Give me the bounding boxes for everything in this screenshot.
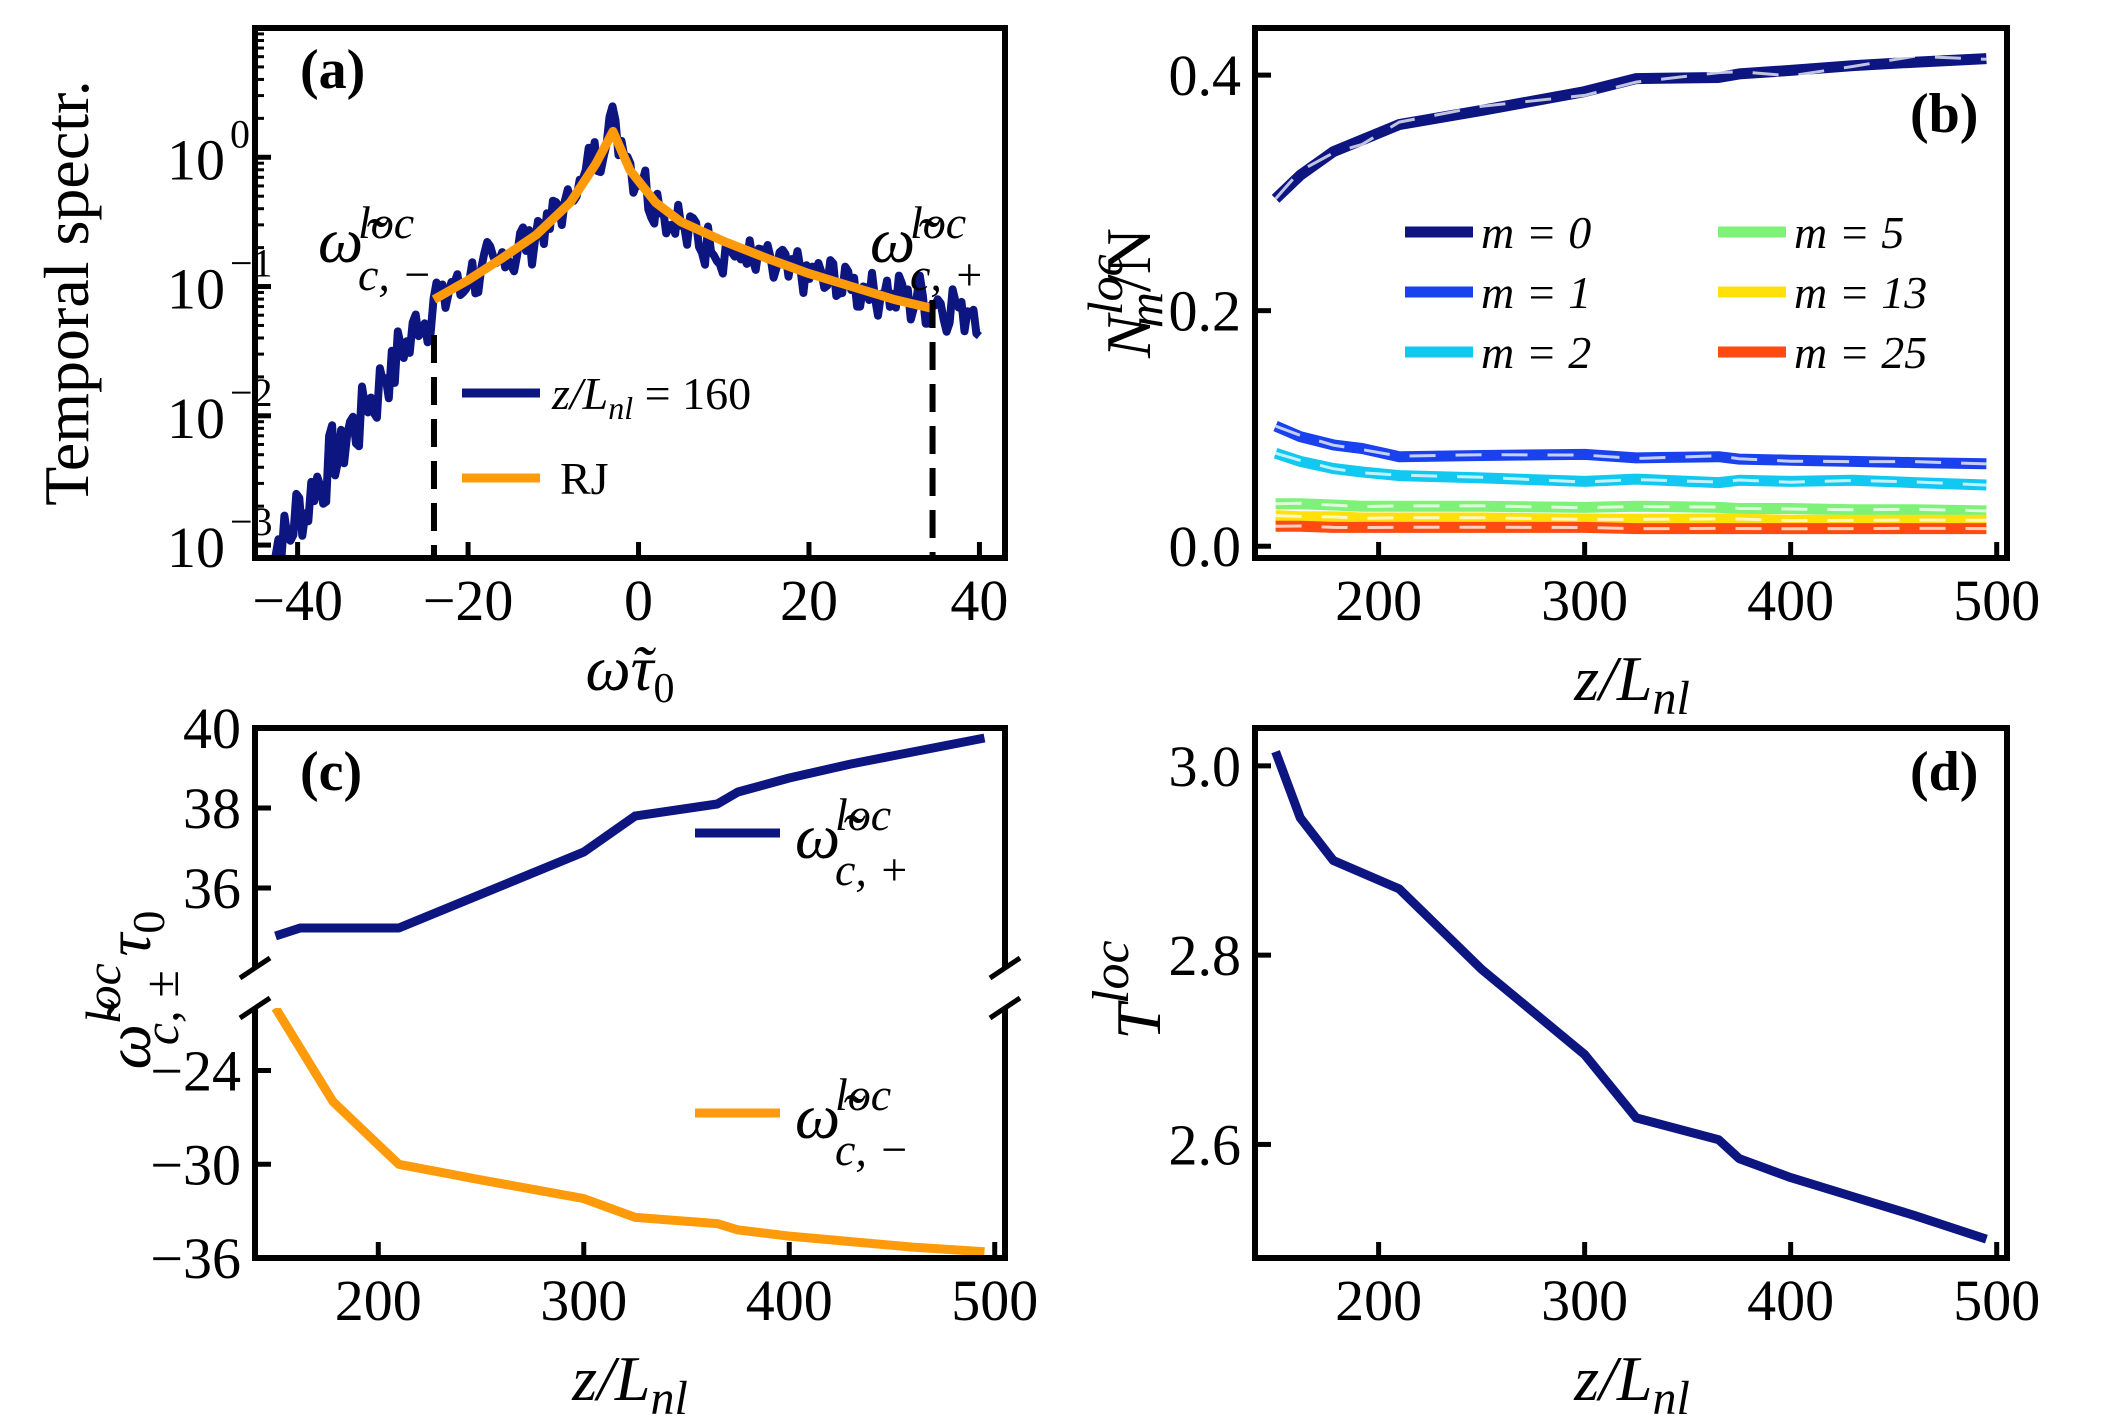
svg-text:Tloc: Tloc: [1083, 940, 1174, 1039]
panel-d-xtick-label: 200: [1335, 1268, 1422, 1333]
panel-d-ylabel: Tloc: [1083, 940, 1174, 1039]
panel-c-lower-ytick-label: −30: [150, 1132, 241, 1197]
legend-label-m0: m = 0: [1481, 207, 1591, 258]
series-m1-dashed: [1275, 424, 1987, 466]
svg-text:c, −: c, −: [358, 249, 432, 300]
legend-label-m25: m = 25: [1794, 327, 1927, 378]
series-rj-line: [431, 126, 934, 313]
panel-a-ytick-label: 10: [167, 257, 225, 322]
panel-c-xtick-label: 200: [335, 1268, 422, 1333]
svg-text:Nlocm/N: Nlocm/N: [1077, 228, 1173, 359]
cutoff-plus-label: ω̃ loc c, +: [870, 197, 984, 300]
series-m13-dashed: [1275, 514, 1987, 523]
panel-a-ytick-exp: −1: [230, 241, 273, 286]
panel-c-upper-ytick-label: 38: [183, 776, 241, 841]
panel-c-frame-lower: [252, 1008, 1008, 1261]
legend-label-m2: m = 2: [1481, 327, 1591, 378]
series-z160-line: [263, 102, 982, 558]
series-m1-line: [1273, 421, 1987, 470]
legend-label-z160: z/Lnl = 160: [551, 368, 751, 426]
panel-b-ytick-label: 0.0: [1169, 514, 1242, 579]
series-m25-dashed: [1275, 524, 1987, 531]
panel-d-xlabel: z/Lnl: [1573, 1343, 1690, 1417]
panel-a-ytick-exp: 0: [230, 111, 250, 156]
legend-label-m13: m = 13: [1794, 267, 1927, 318]
panel-a-xtick-label: 20: [780, 568, 838, 633]
panel-a-xtick-label: −40: [252, 568, 343, 633]
panel-a-xtick-label: 40: [950, 568, 1008, 633]
panel-a-xtick-label: −20: [423, 568, 514, 633]
series-cutoff-plus-line: [274, 733, 986, 941]
svg-text:loc: loc: [835, 789, 891, 840]
panel-d-xtick-label: 500: [1953, 1268, 2040, 1333]
panel-a-ylabel: Temporal spectr.: [31, 80, 102, 506]
svg-text:loc: loc: [835, 1069, 891, 1120]
panel-c-lower-ytick-label: −24: [150, 1039, 241, 1104]
legend-label-rj: RJ: [560, 453, 609, 504]
axis-break-marks: [238, 955, 1022, 1021]
cutoff-minus-label: ω̃ loc c, −: [318, 197, 432, 300]
panel-a-ytick-exp: −2: [230, 370, 273, 415]
panel-a-ytick-label: 10: [167, 386, 225, 451]
panel-b-xlabel: z/Lnl: [1573, 643, 1690, 725]
panel-c-xtick-label: 300: [540, 1268, 627, 1333]
svg-text:loc: loc: [910, 197, 966, 248]
series-m5-dashed: [1275, 501, 1987, 513]
panel-b-xtick-label: 400: [1747, 568, 1834, 633]
panel-d-ytick-label: 2.6: [1169, 1112, 1242, 1177]
series-m0-line: [1271, 53, 1987, 203]
svg-text:c, −: c, −: [835, 1124, 909, 1175]
panel-b-xtick-label: 500: [1953, 568, 2040, 633]
panel-d-ytick-label: 3.0: [1169, 734, 1242, 799]
panel-c-lower-ytick-label: −36: [150, 1226, 241, 1291]
panel-b-ytick-label: 0.4: [1169, 43, 1242, 108]
legend-label-m1: m = 1: [1481, 267, 1591, 318]
panel-a-legend: z/Lnl = 160 RJ: [462, 368, 751, 504]
panel-a-ytick-exp: −3: [230, 499, 273, 544]
panel-c-xtick-label: 500: [951, 1268, 1038, 1333]
panel-c-legend: ω̃ loc c, + ω̃ loc c, −: [695, 789, 909, 1175]
panel-c-frame-upper: [252, 725, 1008, 968]
panel-a-tag: (a): [300, 39, 365, 101]
panel-d-tag: (d): [1910, 741, 1978, 803]
panel-b-xtick-label: 200: [1335, 568, 1422, 633]
panel-a-xlabel: ω̃τ0: [585, 633, 674, 712]
panel-b-frame: [1252, 25, 2010, 561]
series-tloc-line: [1271, 750, 1988, 1244]
svg-text:c, +: c, +: [910, 249, 984, 300]
panel-a-ytick-label: 10: [167, 127, 225, 192]
panel-d-frame: [1252, 725, 2010, 1261]
series-cutoff-minus-line: [271, 1008, 985, 1257]
panel-b-ytick-label: 0.2: [1169, 279, 1242, 344]
panel-d-ytick-label: 2.8: [1169, 923, 1242, 988]
svg-text:loc: loc: [358, 197, 414, 248]
panel-c-upper-ytick-label: 36: [183, 856, 241, 921]
panel-b-xtick-label: 300: [1541, 568, 1628, 633]
panel-d-xtick-label: 400: [1747, 1268, 1834, 1333]
panel-c-upper-ytick-label: 40: [183, 696, 241, 761]
panel-c: 200 300 400 500 36 38 40 −24 −30 −36 (c) ω̃ loc c…: [75, 696, 1038, 1417]
panel-c-xlabel: z/Lnl: [571, 1343, 688, 1417]
panel-a-xtick-label: 0: [624, 568, 653, 633]
panel-d: 200 300 400 500 2.6 2.8 3.0 (d) Tloc z/Lnl: [1083, 725, 2040, 1417]
panel-b-ylabel: Nlocm/N: [1077, 228, 1173, 359]
panel-b-legend: m = 0 m = 1 m = 2 m = 5 m = 13 m = 25: [1405, 207, 1927, 378]
series-m2-dashed: [1275, 451, 1987, 487]
svg-text:c, +: c, +: [835, 844, 909, 895]
panel-c-ylabel: ω̃locc, ±τ0: [75, 911, 189, 1070]
panel-a-ytick-label: 10: [167, 515, 225, 580]
panel-c-xtick-label: 400: [746, 1268, 833, 1333]
panel-d-xtick-label: 300: [1541, 1268, 1628, 1333]
panel-c-tag: (c): [300, 741, 362, 803]
legend-label-m5: m = 5: [1794, 207, 1904, 258]
panel-b-tag: (b): [1910, 83, 1978, 145]
svg-text:ω̃locc, ±τ0: ω̃locc, ±τ0: [75, 911, 189, 1070]
